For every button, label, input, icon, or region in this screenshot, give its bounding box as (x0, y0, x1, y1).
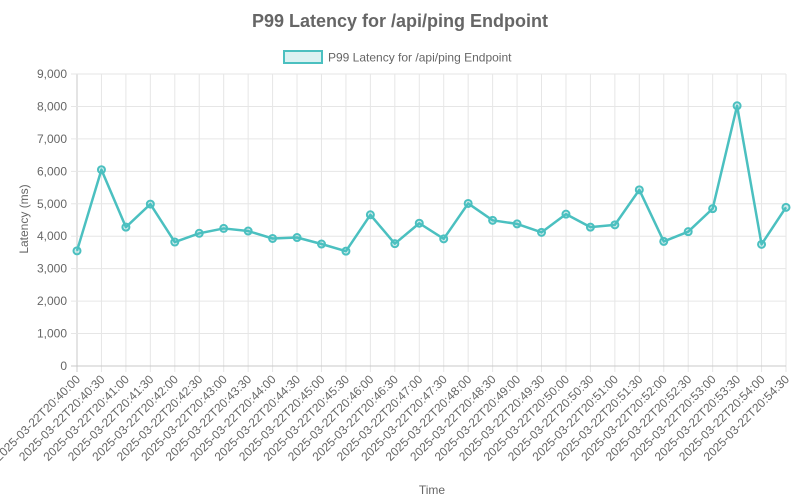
x-gridlines (76, 74, 787, 372)
y-tick-label: 8,000 (37, 99, 67, 113)
y-tick-label: 9,000 (37, 67, 67, 81)
y-tick-label: 3,000 (37, 262, 67, 276)
x-axis-title: Time (419, 483, 446, 497)
data-point[interactable] (463, 198, 473, 208)
data-point[interactable] (170, 237, 180, 247)
data-point[interactable] (292, 233, 302, 243)
data-points (72, 101, 791, 256)
legend-swatch (283, 50, 323, 64)
data-point[interactable] (781, 202, 791, 212)
data-point[interactable] (390, 239, 400, 249)
y-tick-label: 0 (60, 359, 67, 373)
data-point[interactable] (634, 185, 644, 195)
data-point[interactable] (585, 222, 595, 232)
data-point[interactable] (439, 234, 449, 244)
chart-title: P99 Latency for /api/ping Endpoint (252, 11, 548, 31)
data-point[interactable] (72, 246, 82, 256)
y-tick-label: 5,000 (37, 197, 67, 211)
data-point[interactable] (194, 228, 204, 238)
data-point[interactable] (683, 227, 693, 237)
data-point[interactable] (561, 209, 571, 219)
data-point[interactable] (708, 204, 718, 214)
y-gridlines (71, 73, 786, 367)
data-point[interactable] (757, 239, 767, 249)
y-tick-label: 7,000 (37, 132, 67, 146)
legend[interactable]: P99 Latency for /api/ping Endpoint (283, 50, 512, 65)
legend-label: P99 Latency for /api/ping Endpoint (328, 51, 512, 65)
data-point[interactable] (316, 239, 326, 249)
y-tick-label: 1,000 (37, 327, 67, 341)
y-tick-label: 4,000 (37, 229, 67, 243)
y-axis-title: Latency (ms) (17, 184, 31, 253)
y-axis: 0 1,000 2,000 3,000 4,000 5,000 6,000 7,000 8,00… (37, 67, 67, 373)
data-point[interactable] (243, 226, 253, 236)
data-point[interactable] (341, 246, 351, 256)
data-point[interactable] (268, 233, 278, 243)
series-line (75, 104, 788, 253)
data-point[interactable] (365, 210, 375, 220)
y-tick-label: 2,000 (37, 294, 67, 308)
data-point[interactable] (610, 220, 620, 230)
y-tick-label: 6,000 (37, 164, 67, 178)
data-point[interactable] (121, 222, 131, 232)
data-point[interactable] (732, 101, 742, 111)
data-point[interactable] (537, 227, 547, 237)
data-point[interactable] (414, 218, 424, 228)
data-point[interactable] (512, 219, 522, 229)
data-point[interactable] (96, 165, 106, 175)
data-point[interactable] (219, 223, 229, 233)
data-point[interactable] (488, 215, 498, 225)
x-axis: 2025-03-22T20:40:002025-03-22T20:40:3020… (0, 372, 792, 464)
data-point[interactable] (659, 236, 669, 246)
data-point[interactable] (145, 199, 155, 209)
